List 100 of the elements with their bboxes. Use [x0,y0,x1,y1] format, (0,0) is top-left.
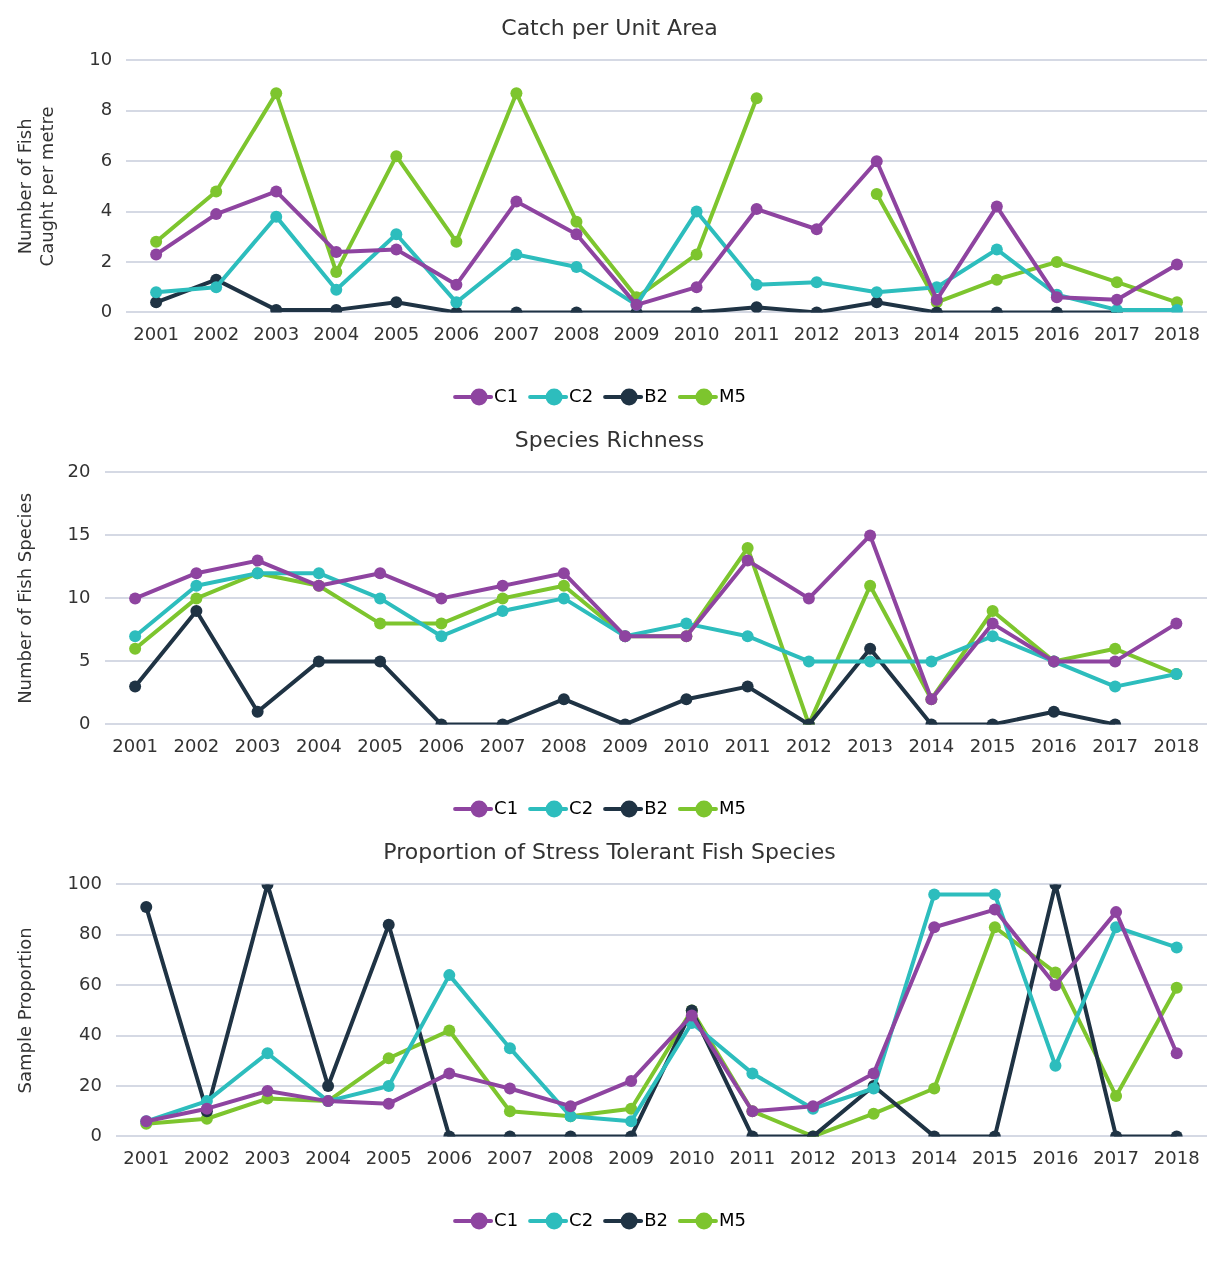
x-tick-label: 2002 [183,1146,230,1168]
x-tick-label: 2011 [733,322,780,344]
x-tick-label: 2016 [1030,734,1077,756]
point [503,1042,516,1055]
x-tick-label: 2012 [790,1146,836,1168]
y-tick-label: 10 [89,48,113,70]
x-tick-label: 2015 [973,322,1020,344]
point [928,921,941,934]
y-axis-title: Number of Fish Caught per metre [14,106,58,267]
point [150,248,163,261]
x-tick-label: 2017 [1094,322,1140,344]
legend-label: C2 [569,796,594,818]
x-tick-label: 2012 [793,322,840,344]
point [990,200,1003,213]
y-tick-label: 2 [100,249,113,271]
point [270,185,283,198]
point [503,1082,516,1095]
point [270,303,283,313]
point [450,278,463,291]
point [864,579,877,592]
x-tick-label: 2007 [493,322,540,344]
x-tick-label: 2009 [608,1146,655,1168]
y-tick-label: 80 [79,922,102,944]
y-tick-label: 20 [79,1073,102,1095]
y-tick-label: 6 [100,148,113,170]
point [990,273,1003,286]
point [330,283,343,296]
point [322,1080,335,1092]
point [150,235,163,248]
point [1050,256,1063,268]
point [690,281,703,294]
point [435,592,448,605]
point [129,680,142,693]
point [986,630,999,643]
point [443,1024,456,1037]
point [988,921,1001,934]
point [496,579,509,592]
point [750,92,763,105]
x-tick-label: 2014 [913,322,960,344]
x-tick-label: 2003 [234,734,281,756]
chart-title: Species Richness [514,426,705,452]
point [503,1105,516,1118]
legend-label: M5 [718,384,746,406]
point [750,203,763,216]
point [270,210,283,223]
point [1049,979,1062,992]
point [741,630,754,643]
point [1170,981,1183,994]
point [750,278,763,291]
x-tick-label: 2012 [785,734,832,756]
x-tick-label: 2017 [1093,1146,1139,1168]
point [625,1074,638,1087]
point [802,655,815,668]
point [864,655,877,668]
point [390,228,403,241]
point [382,1097,395,1110]
point [570,228,583,241]
x-tick-label: 2005 [357,734,404,756]
point [928,888,941,901]
x-tick-label: 2013 [850,1146,897,1168]
legend-label: B2 [644,1208,668,1230]
x-tick-label: 2004 [295,734,342,756]
x-tick-label: 2010 [673,322,720,344]
y-tick-label: 10 [67,586,91,608]
x-tick-label: 2017 [1092,734,1139,756]
point [1047,705,1060,718]
point [870,187,883,200]
point [810,276,823,289]
point [864,529,877,542]
x-tick-label: 2003 [253,322,300,344]
x-tick-label: 2003 [244,1146,291,1168]
y-axis-title: Sample Proportion [14,927,36,1094]
x-tick-label: 2005 [373,322,420,344]
point [382,1080,395,1092]
x-tick-label: 2002 [193,322,240,344]
legend-label: M5 [718,1208,746,1230]
point [864,642,877,655]
point [564,1100,577,1113]
point [129,630,142,643]
point [261,1085,274,1098]
point [557,592,570,605]
point [870,155,883,168]
point [1170,617,1183,630]
x-tick-label: 2002 [173,734,220,756]
point [1170,1047,1183,1060]
y-tick-label: 40 [79,1023,102,1045]
point [557,579,570,592]
x-tick-label: 2004 [305,1146,352,1168]
point [496,605,509,617]
x-tick-label: 2010 [663,734,710,756]
point [870,286,883,299]
legend-label: C1 [494,796,519,818]
y-tick-label: 0 [90,1124,102,1146]
x-tick-label: 2014 [911,1146,958,1168]
x-tick-label: 2011 [729,1146,776,1168]
point [990,243,1003,256]
point [261,1047,274,1060]
point [443,1067,456,1080]
point [210,281,223,294]
point [374,617,387,630]
